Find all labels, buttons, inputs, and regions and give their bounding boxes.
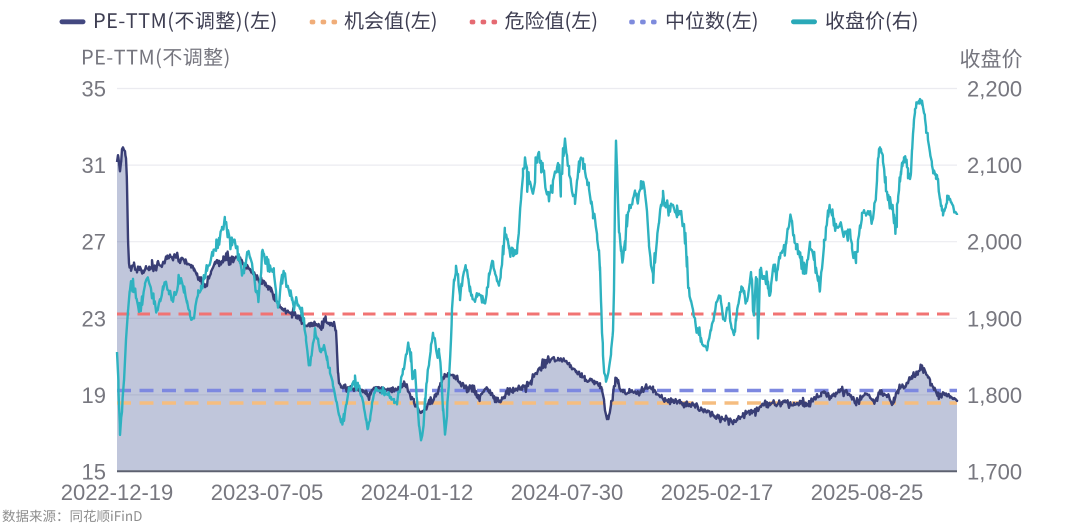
svg-text:2025-02-17: 2025-02-17 bbox=[661, 480, 774, 505]
svg-text:2024-07-30: 2024-07-30 bbox=[511, 480, 624, 505]
svg-text:23: 23 bbox=[82, 306, 106, 331]
svg-text:15: 15 bbox=[82, 459, 106, 484]
svg-text:2022-12-19: 2022-12-19 bbox=[61, 480, 174, 505]
svg-text:2,100: 2,100 bbox=[967, 153, 1022, 178]
svg-text:19: 19 bbox=[82, 383, 106, 408]
svg-text:2023-07-05: 2023-07-05 bbox=[211, 480, 324, 505]
svg-text:2,000: 2,000 bbox=[967, 230, 1022, 255]
svg-text:35: 35 bbox=[82, 77, 106, 102]
svg-text:27: 27 bbox=[82, 230, 106, 255]
svg-text:1,800: 1,800 bbox=[967, 383, 1022, 408]
svg-text:1,900: 1,900 bbox=[967, 306, 1022, 331]
svg-text:2025-08-25: 2025-08-25 bbox=[811, 480, 924, 505]
svg-text:31: 31 bbox=[82, 153, 106, 178]
svg-text:2024-01-12: 2024-01-12 bbox=[361, 480, 474, 505]
svg-text:2,200: 2,200 bbox=[967, 77, 1022, 102]
svg-text:1,700: 1,700 bbox=[967, 459, 1022, 484]
